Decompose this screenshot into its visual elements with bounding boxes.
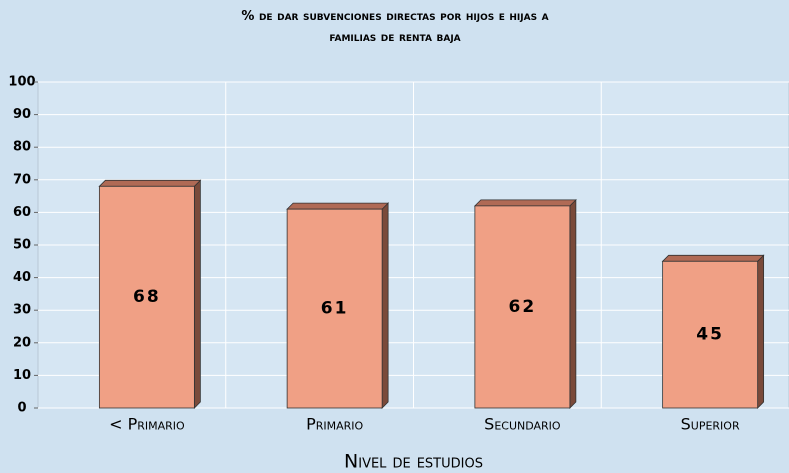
- x-tick-label: Primario: [306, 415, 363, 434]
- chart-title: % de dar subvenciones directas por hijos…: [241, 9, 549, 45]
- bar-side: [757, 254, 765, 409]
- bar: [662, 260, 759, 409]
- y-tick-label: 70: [13, 172, 31, 187]
- bar: [286, 208, 383, 409]
- bar-top: [473, 199, 577, 207]
- y-tick-label: 0: [17, 401, 26, 416]
- bar-side: [381, 202, 389, 409]
- bar-top: [286, 202, 390, 210]
- data-label: 61: [321, 299, 349, 319]
- x-axis-label: Nivel de estudios: [344, 451, 483, 473]
- bar-top: [661, 254, 765, 262]
- bar-side: [569, 198, 577, 409]
- y-tick-label: 90: [13, 107, 31, 122]
- y-tick-label: 10: [13, 368, 31, 383]
- bar-side: [193, 179, 201, 409]
- y-tick-label: 30: [13, 303, 31, 318]
- x-tick-label: < Primario: [109, 415, 185, 434]
- x-tick-label: Secundario: [484, 415, 561, 434]
- bar: [98, 185, 195, 409]
- data-label: 45: [696, 325, 724, 345]
- y-tick-label: 50: [13, 238, 31, 253]
- bar: [474, 205, 571, 409]
- y-tick-label: 60: [13, 205, 31, 220]
- data-label: 62: [509, 297, 537, 317]
- bar-top: [98, 179, 202, 187]
- x-tick-label: Superior: [681, 415, 740, 434]
- y-tick-label: 100: [8, 75, 35, 90]
- y-tick-label: 40: [13, 270, 31, 285]
- y-tick-label: 20: [13, 335, 31, 350]
- y-tick-label: 80: [13, 140, 31, 155]
- data-label: 68: [133, 287, 161, 307]
